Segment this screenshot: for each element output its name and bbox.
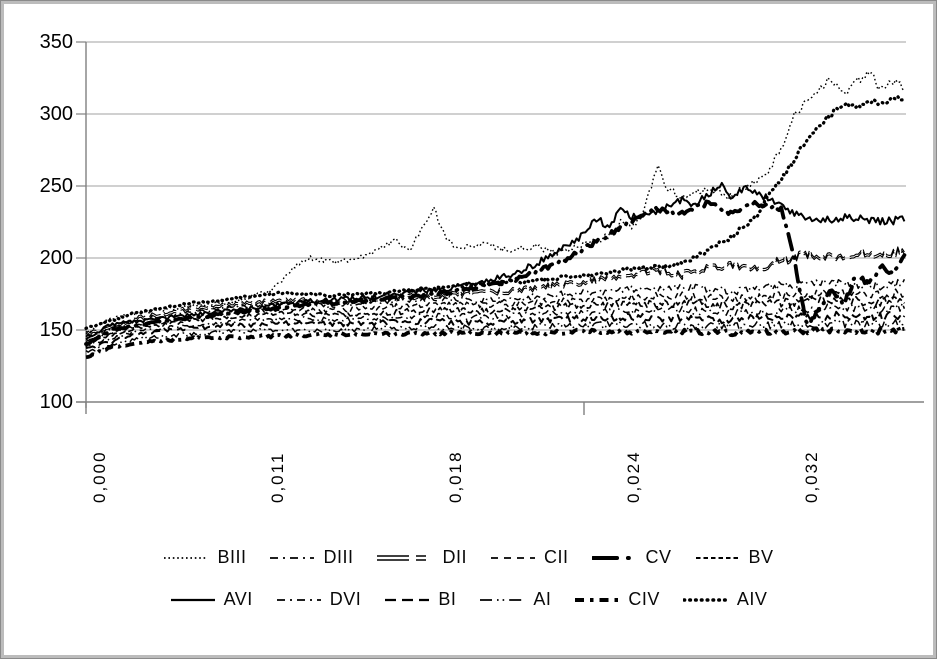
series-line-DVI (85, 302, 906, 348)
series-line-AIV (84, 94, 906, 330)
y-tick-label: 300 (39, 103, 73, 125)
x-tick-label: 0,032 (802, 450, 821, 503)
series-line-DIII (85, 278, 906, 338)
series-line-BIII (85, 70, 905, 333)
legend-item-AIV: AIV (682, 589, 768, 610)
series-line-AI (85, 318, 905, 353)
legend-marker-fine-dot-icon (164, 556, 209, 559)
legend-item-CII: CII (490, 547, 569, 568)
legend-marker-thick-dash-dot-icon (591, 555, 638, 560)
legend-item-DVI: DVI (276, 589, 362, 610)
y-tick-label: 250 (39, 175, 73, 197)
legend-label: BI (438, 589, 457, 609)
legend-item-AI: AI (479, 589, 551, 610)
series-line-CV (84, 199, 907, 346)
legend-marker-dash-dot-icon (270, 556, 315, 559)
legend-item-CV: CV (591, 547, 672, 568)
legend-label: BIII (217, 547, 247, 567)
legend-label: CV (645, 547, 672, 567)
legend-label: AVI (223, 589, 253, 609)
y-tick-label: 150 (39, 319, 73, 341)
legend-label: CIV (628, 589, 660, 609)
legend-item-CIV: CIV (574, 589, 660, 610)
y-tick-label: 350 (39, 31, 73, 53)
legend-marker-dense-dash-icon (695, 556, 740, 559)
legend-label: DVI (329, 589, 362, 609)
series-line-CIV (85, 324, 905, 360)
line-chart-canvas (76, 41, 924, 415)
legend-marker-thick-dot-icon (682, 597, 729, 602)
legend-label: CII (544, 547, 569, 567)
legend-item-BI: BI (384, 589, 456, 610)
x-tick-label: 0,011 (268, 451, 287, 503)
legend-label: DII (442, 547, 467, 567)
legend-item-BV: BV (695, 547, 774, 568)
legend-marker-thick-dash-icon (575, 597, 620, 602)
y-tick-label: 100 (39, 391, 73, 413)
legend-label: BV (748, 547, 774, 567)
legend-item-AVI: AVI (170, 589, 253, 610)
series-line-DII (85, 248, 905, 337)
chart-legend: BIII DIII DII CII CV BV AVI DVI BI AI CIV AIV (1, 547, 936, 610)
x-tick-label: 0,000 (90, 450, 109, 503)
y-tick-label: 200 (39, 247, 73, 269)
legend-marker-double-dash-icon (377, 554, 434, 561)
legend-label: AIV (736, 589, 768, 609)
series-line-DII (85, 246, 905, 335)
legend-marker-solid-icon (170, 598, 215, 601)
legend-marker-dash-dot-dot-icon (480, 598, 525, 601)
legend-label: AI (533, 589, 552, 609)
legend-row-2: AVI DVI BI AI CIV AIV (170, 589, 768, 610)
x-tick-label: 0,018 (446, 450, 465, 503)
legend-marker-dash-icon (491, 556, 535, 559)
legend-row-1: BIII DIII DII CII CV BV (163, 547, 773, 568)
x-tick-label: 0,024 (624, 450, 643, 503)
legend-marker-dash-dot-icon (276, 598, 321, 601)
legend-item-DII: DII (376, 547, 467, 568)
legend-item-BIII: BIII (163, 547, 246, 568)
legend-item-DIII: DIII (269, 547, 353, 568)
legend-marker-long-dash-icon (385, 598, 430, 601)
series-line-BI (85, 310, 906, 350)
series-line-AVI (85, 181, 906, 340)
series-line-BV (85, 295, 906, 344)
legend-label: DIII (323, 547, 354, 567)
